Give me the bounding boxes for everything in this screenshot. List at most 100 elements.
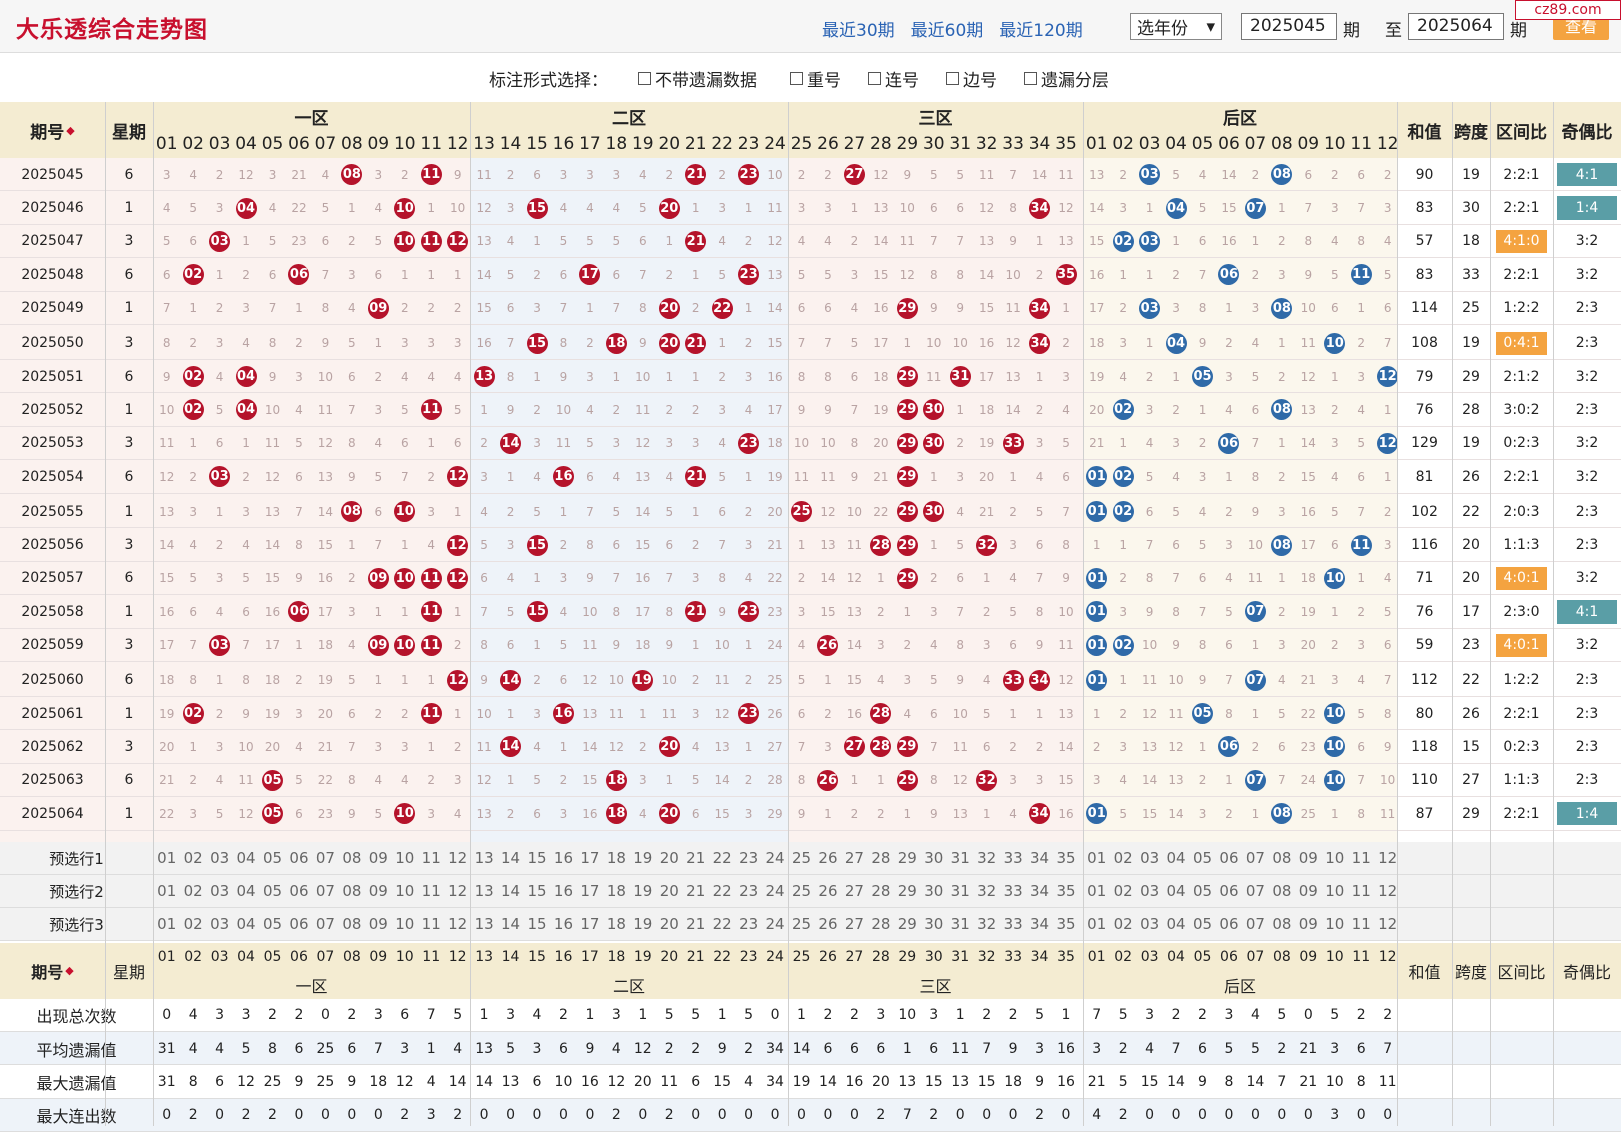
preselect-front-number[interactable]: 05: [262, 915, 283, 934]
preselect-front-number[interactable]: 24: [765, 915, 785, 934]
preselect-back-number[interactable]: 05: [1192, 882, 1213, 901]
preselect-front-number[interactable]: 34: [1030, 915, 1050, 934]
preselect-front-number[interactable]: 05: [262, 882, 283, 901]
preselect-front-number[interactable]: 21: [686, 915, 706, 934]
preselect-front-number[interactable]: 35: [1056, 882, 1076, 901]
preselect-front-number[interactable]: 27: [844, 849, 864, 868]
preselect-back-number[interactable]: 05: [1192, 915, 1213, 934]
preselect-front-number[interactable]: 12: [448, 882, 468, 901]
preselect-front-number[interactable]: 03: [210, 849, 230, 868]
preselect-front-number[interactable]: 04: [236, 882, 256, 901]
preselect-back-number[interactable]: 05: [1192, 849, 1213, 868]
preselect-front-number[interactable]: 33: [1003, 882, 1023, 901]
preselect-back-number[interactable]: 01: [1087, 882, 1107, 901]
to-issue-input[interactable]: 2025064: [1408, 13, 1504, 40]
sort-icon[interactable]: ◆: [66, 123, 75, 137]
preselect-back-number[interactable]: 10: [1325, 849, 1345, 868]
preselect-front-number[interactable]: 33: [1003, 915, 1023, 934]
preselect-front-number[interactable]: 30: [924, 915, 944, 934]
preselect-front-number[interactable]: 32: [977, 849, 997, 868]
preselect-back-number[interactable]: 01: [1087, 849, 1107, 868]
preselect-back-number[interactable]: 01: [1087, 915, 1107, 934]
preselect-front-number[interactable]: 18: [606, 849, 626, 868]
preselect-front-number[interactable]: 32: [977, 882, 997, 901]
preselect-front-number[interactable]: 24: [765, 882, 785, 901]
preselect-front-number[interactable]: 16: [553, 915, 574, 934]
preselect-front-number[interactable]: 31: [950, 849, 970, 868]
preselect-front-number[interactable]: 29: [897, 849, 917, 868]
preselect-back-number[interactable]: 08: [1272, 849, 1292, 868]
preselect-back-number[interactable]: 04: [1166, 882, 1186, 901]
preselect-back-number[interactable]: 04: [1166, 849, 1186, 868]
preselect-front-number[interactable]: 14: [501, 915, 521, 934]
preselect-front-number[interactable]: 30: [924, 849, 944, 868]
preselect-front-number[interactable]: 13: [474, 882, 494, 901]
preselect-back-number[interactable]: 12: [1378, 849, 1398, 868]
preselect-front-number[interactable]: 33: [1003, 849, 1023, 868]
preselect-front-number[interactable]: 20: [659, 882, 679, 901]
preselect-front-number[interactable]: 13: [474, 915, 494, 934]
checkbox-icon[interactable]: [790, 72, 803, 85]
issue-header[interactable]: 期号 ◆: [0, 102, 105, 158]
preselect-back-number[interactable]: 06: [1219, 915, 1239, 934]
preselect-front-number[interactable]: 28: [871, 882, 891, 901]
preselect-front-number[interactable]: 08: [342, 915, 362, 934]
preselect-front-number[interactable]: 14: [501, 849, 521, 868]
preselect-front-number[interactable]: 21: [686, 882, 706, 901]
option-edge[interactable]: 边号: [946, 66, 997, 91]
preselect-front-number[interactable]: 02: [183, 915, 203, 934]
year-select[interactable]: 选年份 ▾: [1130, 13, 1222, 40]
preselect-front-number[interactable]: 01: [157, 882, 177, 901]
preselect-back-number[interactable]: 06: [1219, 849, 1239, 868]
preselect-front-number[interactable]: 15: [527, 882, 547, 901]
preselect-front-number[interactable]: 28: [871, 915, 891, 934]
preselect-front-number[interactable]: 17: [580, 915, 600, 934]
preselect-back-number[interactable]: 07: [1245, 849, 1265, 868]
preselect-front-number[interactable]: 10: [395, 849, 415, 868]
preselect-back-number[interactable]: 12: [1378, 882, 1398, 901]
preselect-back-number[interactable]: 03: [1140, 915, 1160, 934]
preselect-front-number[interactable]: 23: [739, 882, 759, 901]
preselect-back-number[interactable]: 02: [1113, 882, 1133, 901]
preselect-back-number[interactable]: 11: [1351, 882, 1371, 901]
preselect-front-number[interactable]: 04: [236, 915, 256, 934]
preselect-back-number[interactable]: 10: [1325, 915, 1345, 934]
preselect-front-number[interactable]: 27: [844, 915, 864, 934]
preselect-front-number[interactable]: 18: [606, 915, 626, 934]
option-consecutive[interactable]: 连号: [868, 66, 919, 91]
preselect-front-number[interactable]: 02: [183, 882, 203, 901]
preselect-front-number[interactable]: 19: [633, 849, 653, 868]
preselect-front-number[interactable]: 34: [1030, 882, 1050, 901]
preselect-front-number[interactable]: 23: [739, 915, 759, 934]
preselect-back-number[interactable]: 09: [1298, 882, 1318, 901]
preselect-front-number[interactable]: 16: [553, 849, 574, 868]
preselect-front-number[interactable]: 06: [289, 849, 309, 868]
preselect-back-number[interactable]: 09: [1298, 915, 1318, 934]
preselect-back-number[interactable]: 07: [1245, 915, 1265, 934]
preselect-front-number[interactable]: 15: [527, 915, 547, 934]
preselect-back-number[interactable]: 09: [1298, 849, 1318, 868]
preselect-front-number[interactable]: 15: [527, 849, 547, 868]
preselect-front-number[interactable]: 04: [236, 849, 256, 868]
checkbox-icon[interactable]: [638, 72, 651, 85]
preselect-front-number[interactable]: 30: [924, 882, 944, 901]
option-miss-layer[interactable]: 遗漏分层: [1024, 66, 1109, 91]
preselect-front-number[interactable]: 02: [183, 849, 203, 868]
preselect-front-number[interactable]: 26: [818, 849, 838, 868]
preselect-back-number[interactable]: 04: [1166, 915, 1186, 934]
preselect-front-number[interactable]: 17: [580, 849, 600, 868]
preselect-back-number[interactable]: 11: [1351, 915, 1371, 934]
preselect-front-number[interactable]: 08: [342, 849, 362, 868]
option-repeat[interactable]: 重号: [790, 66, 841, 91]
preselect-front-number[interactable]: 12: [448, 915, 468, 934]
preselect-back-number[interactable]: 11: [1351, 849, 1371, 868]
recent30-link[interactable]: 最近30期: [822, 21, 895, 41]
preselect-front-number[interactable]: 14: [501, 882, 521, 901]
preselect-front-number[interactable]: 03: [210, 882, 230, 901]
preselect-front-number[interactable]: 31: [950, 915, 970, 934]
preselect-front-number[interactable]: 31: [950, 882, 970, 901]
preselect-front-number[interactable]: 13: [474, 849, 494, 868]
preselect-back-number[interactable]: 08: [1272, 882, 1292, 901]
preselect-front-number[interactable]: 08: [342, 882, 362, 901]
preselect-back-number[interactable]: 12: [1378, 915, 1398, 934]
